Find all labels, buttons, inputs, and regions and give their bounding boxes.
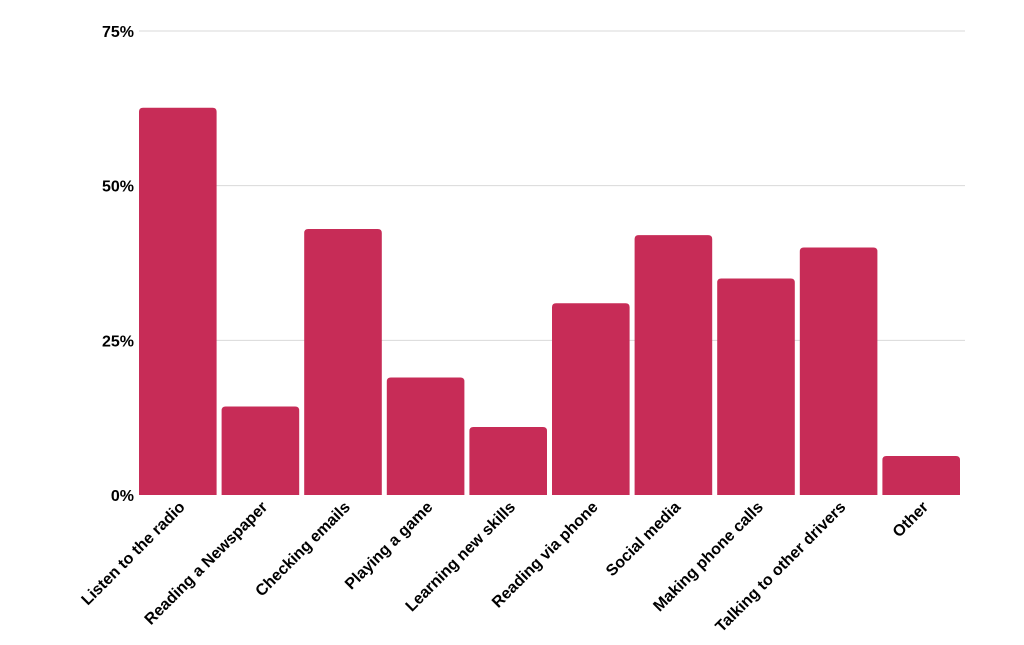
bar bbox=[221, 406, 300, 495]
bar bbox=[799, 247, 878, 495]
bar bbox=[386, 377, 465, 495]
bar bbox=[552, 303, 630, 495]
y-tick-label: 25% bbox=[102, 333, 134, 350]
x-category-label: Other bbox=[890, 499, 932, 541]
y-tick-label: 0% bbox=[111, 488, 134, 505]
y-tick-label: 50% bbox=[102, 179, 134, 196]
x-category-label: Playing a game bbox=[342, 499, 436, 593]
y-axis-ticks: 0% 25% 50% 75% bbox=[102, 24, 134, 505]
bar bbox=[882, 456, 960, 495]
bar bbox=[469, 426, 547, 495]
bars bbox=[139, 107, 960, 496]
y-tick-label: 75% bbox=[102, 24, 134, 41]
bar bbox=[139, 107, 217, 496]
bar bbox=[304, 228, 382, 495]
bar bbox=[717, 278, 795, 495]
x-category-label: Social media bbox=[603, 499, 684, 580]
bar bbox=[634, 235, 713, 495]
